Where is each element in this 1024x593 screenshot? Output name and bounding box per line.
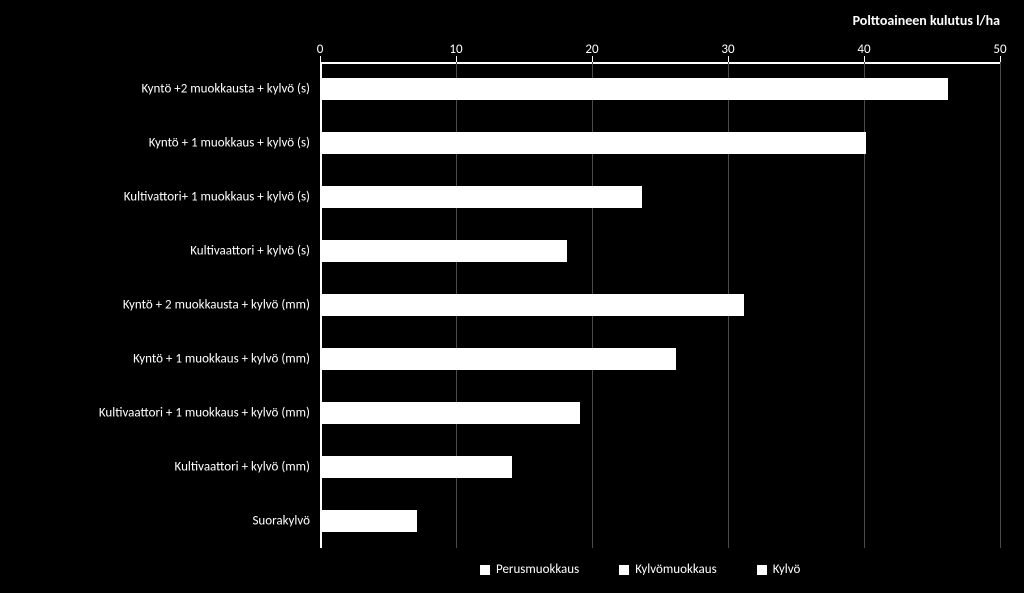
category-label: Kultivaattori + 1 muokkaus + kylvö (mm) — [99, 406, 310, 421]
category-label: Kyntö + 1 muokkaus + kylvö (s) — [149, 136, 310, 151]
category-label: Suorakylvö — [252, 514, 310, 529]
fuel-consumption-chart: Polttoaineen kulutus l/ha 0 10 20 30 40 50 Ky… — [0, 0, 1024, 593]
bar — [322, 510, 417, 532]
x-tick-label: 10 — [449, 42, 462, 57]
gridline — [1000, 62, 1001, 548]
category-label: Kyntö +2 muokkausta + kylvö (s) — [141, 82, 310, 97]
x-axis-title: Polttoaineen kulutus l/ha — [853, 12, 1000, 29]
x-tick-mark — [320, 56, 321, 62]
bar — [322, 348, 676, 370]
legend-item-kylvo: Kylvö — [757, 562, 801, 577]
x-axis-line — [320, 62, 1000, 64]
bar — [322, 78, 948, 100]
x-tick-label: 50 — [993, 42, 1006, 57]
legend-label: Kylvömuokkaus — [635, 562, 717, 577]
legend-swatch — [757, 565, 767, 575]
legend-label: Kylvö — [773, 562, 801, 577]
bar — [322, 402, 580, 424]
bar — [322, 186, 642, 208]
bar — [322, 240, 567, 262]
legend-item-perusmuokkaus: Perusmuokkaus — [480, 562, 579, 577]
category-label: Kyntö + 2 muokkausta + kylvö (mm) — [123, 298, 310, 313]
legend-swatch — [480, 565, 490, 575]
category-label: Kyntö + 1 muokkaus + kylvö (mm) — [133, 352, 310, 367]
x-tick-label: 40 — [857, 42, 870, 57]
x-tick-label: 0 — [317, 42, 324, 57]
legend-swatch — [619, 565, 629, 575]
bar — [322, 132, 866, 154]
category-label: Kultivaattori + kylvö (s) — [190, 244, 310, 259]
bar — [322, 456, 512, 478]
x-tick-label: 20 — [585, 42, 598, 57]
category-label: Kultivattori+ 1 muokkaus + kylvö (s) — [124, 190, 310, 205]
x-tick-label: 30 — [721, 42, 734, 57]
legend-label: Perusmuokkaus — [496, 562, 579, 577]
bar — [322, 294, 744, 316]
category-label: Kultivaattori + kylvö (mm) — [175, 460, 310, 475]
legend-item-kylvomuokkaus: Kylvömuokkaus — [619, 562, 717, 577]
legend: Perusmuokkaus Kylvömuokkaus Kylvö — [480, 562, 800, 577]
